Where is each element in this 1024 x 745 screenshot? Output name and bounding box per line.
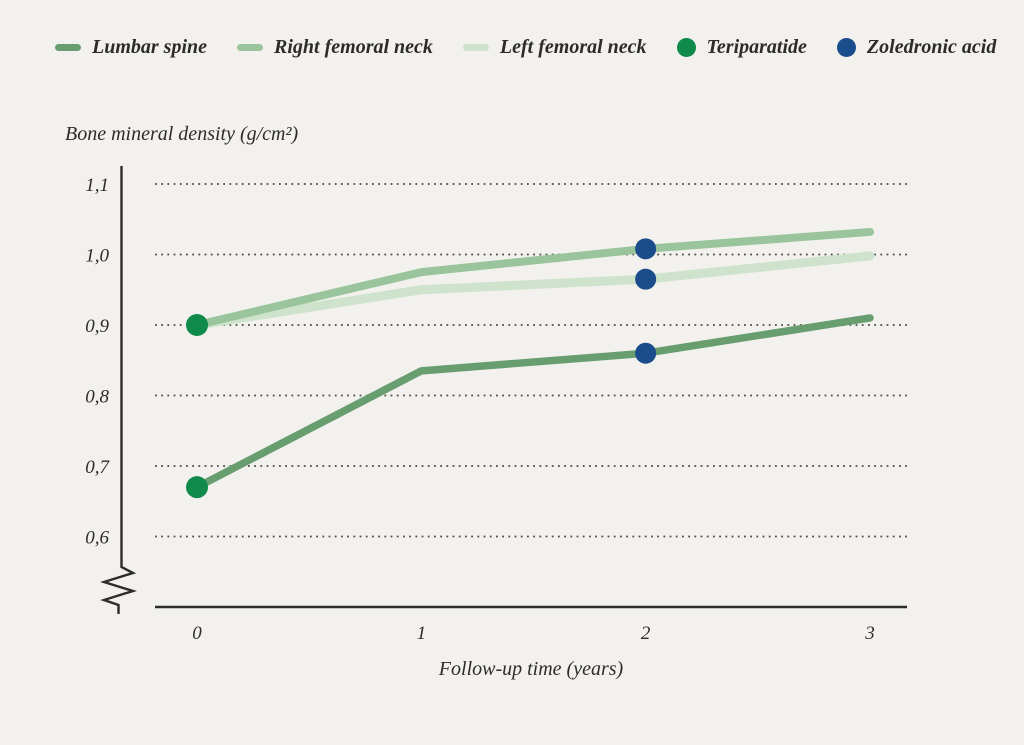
marker-dot-zoledronic-acid [635,268,657,290]
right-femoral-neck-line-swatch-icon [237,44,264,51]
y-tick-label: 0,7 [85,457,110,478]
y-axis-line-with-break [99,166,138,614]
legend: Lumbar spine Right femoral neck Left fem… [55,36,996,59]
x-tick-label: 1 [417,623,427,644]
marker-dot-teriparatide [186,476,208,499]
marker-dot-zoledronic-acid [635,342,657,364]
legend-item-lumbar-spine: Lumbar spine [55,36,207,59]
legend-label: Left femoral neck [499,36,647,58]
y-axis-title: Bone mineral density (g/cm²) [65,123,299,145]
y-tick-label: 0,6 [85,528,109,549]
legend-label: Teriparatide [706,36,807,58]
legend-label: Right femoral neck [274,36,433,58]
marker-dot-teriparatide [186,314,208,336]
x-axis-title: Follow-up time (years) [438,658,624,680]
legend-item-teriparatide: Teriparatide [676,36,807,59]
legend-label: Zoledronic acid [866,36,997,58]
left-femoral-neck-line-swatch-icon [462,44,489,51]
series-line-lumbar-spine [193,314,874,491]
lumbar-spine-line-swatch-icon [55,44,81,51]
x-tick-label: 3 [864,623,875,644]
legend-item-right-femoral-neck: Right femoral neck [237,36,433,59]
legend-item-left-femoral-neck: Left femoral neck [462,36,647,59]
y-tick-label: 1,0 [85,246,109,267]
zoledronic-acid-dot-swatch-icon [836,38,856,57]
series-line-left-femoral-neck [192,251,875,330]
marker-dot-zoledronic-acid [635,238,657,260]
x-tick-label: 0 [192,623,202,644]
x-tick-label: 2 [641,623,651,644]
y-tick-label: 1,1 [85,175,109,196]
y-tick-label: 0,8 [85,387,109,408]
series-line-right-femoral-neck [193,227,874,329]
teriparatide-dot-swatch-icon [676,38,696,57]
y-tick-label: 0,9 [85,316,109,337]
legend-item-zoledronic-acid: Zoledronic acid [836,36,997,59]
legend-label: Lumbar spine [92,36,208,58]
